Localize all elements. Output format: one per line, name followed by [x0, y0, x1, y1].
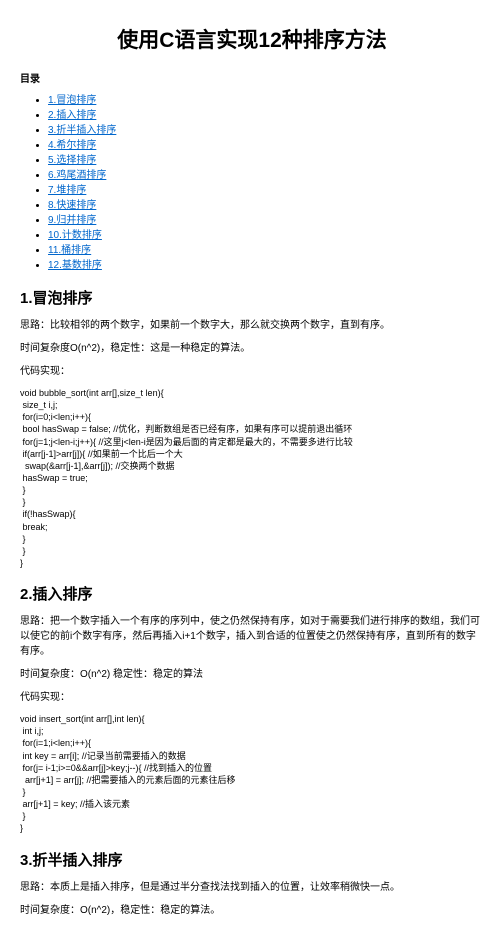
section-3-heading: 3.折半插入排序 — [20, 849, 484, 870]
toc-link-2[interactable]: 2.插入排序 — [48, 110, 96, 121]
section-3-idea: 思路：本质上是插入排序，但是通过半分查找法找到插入的位置，让效率稍微快一点。 — [20, 880, 484, 895]
section-2-heading: 2.插入排序 — [20, 583, 484, 604]
section-2-complexity: 时间复杂度：O(n^2) 稳定性：稳定的算法 — [20, 667, 484, 682]
section-1-code: void bubble_sort(int arr[],size_t len){ … — [20, 387, 484, 569]
section-2-code-label: 代码实现： — [20, 690, 484, 705]
toc-label: 目录 — [20, 70, 484, 85]
toc-link-6[interactable]: 6.鸡尾酒排序 — [48, 170, 106, 181]
section-1-idea: 思路：比较相邻的两个数字，如果前一个数字大，那么就交换两个数字，直到有序。 — [20, 318, 484, 333]
section-1-code-label: 代码实现： — [20, 364, 484, 379]
page-title: 使用C语言实现12种排序方法 — [20, 24, 484, 54]
toc-link-12[interactable]: 12.基数排序 — [48, 260, 102, 271]
toc-link-8[interactable]: 8.快速排序 — [48, 200, 96, 211]
section-3-complexity: 时间复杂度：O(n^2)，稳定性：稳定的算法。 — [20, 903, 484, 918]
section-1-complexity: 时间复杂度O(n^2)，稳定性：这是一种稳定的算法。 — [20, 341, 484, 356]
toc-link-11[interactable]: 11.桶排序 — [48, 245, 91, 256]
toc-link-10[interactable]: 10.计数排序 — [48, 230, 102, 241]
toc-link-4[interactable]: 4.希尔排序 — [48, 140, 96, 151]
toc-link-7[interactable]: 7.堆排序 — [48, 185, 86, 196]
toc-link-3[interactable]: 3.折半插入排序 — [48, 125, 116, 136]
toc-link-5[interactable]: 5.选择排序 — [48, 155, 96, 166]
toc-link-9[interactable]: 9.归并排序 — [48, 215, 96, 226]
section-1-heading: 1.冒泡排序 — [20, 287, 484, 308]
section-2-idea: 思路：把一个数字插入一个有序的序列中，使之仍然保持有序，如对于需要我们进行排序的… — [20, 614, 484, 659]
section-2-code: void insert_sort(int arr[],int len){ int… — [20, 713, 484, 834]
toc-list: 1.冒泡排序 2.插入排序 3.折半插入排序 4.希尔排序 5.选择排序 6.鸡… — [20, 93, 484, 273]
toc-link-1[interactable]: 1.冒泡排序 — [48, 95, 96, 106]
